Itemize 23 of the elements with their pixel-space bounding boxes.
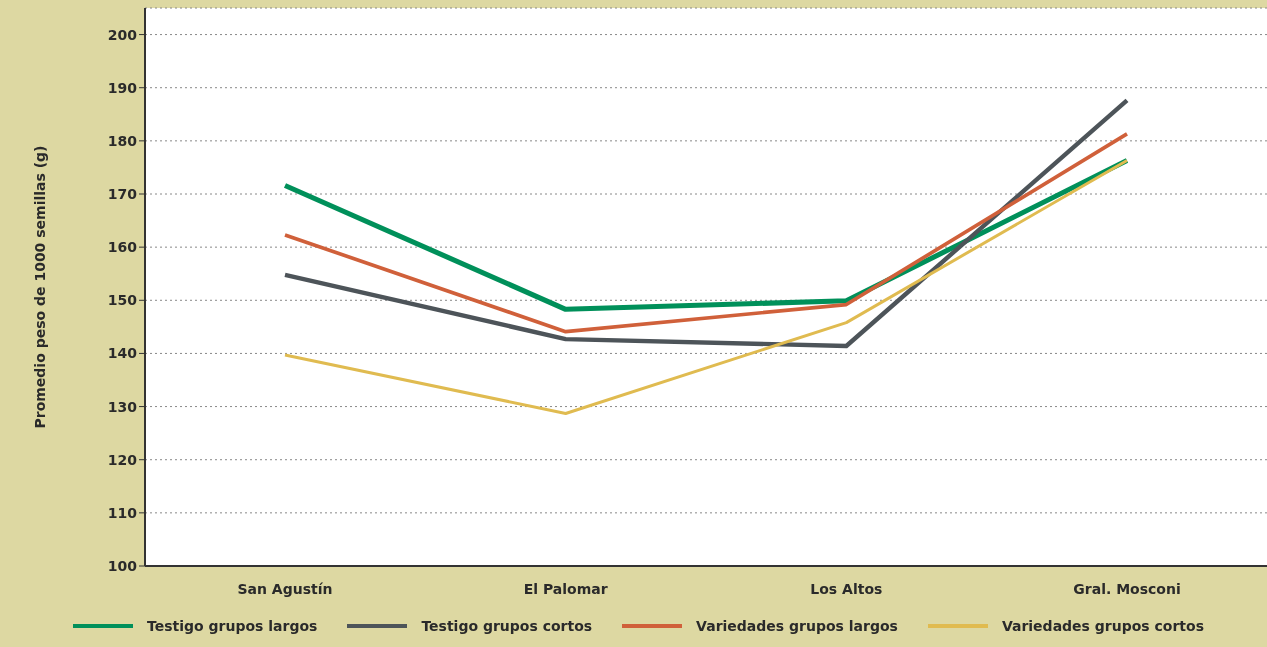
y-tick-label: 120 bbox=[107, 451, 138, 468]
y-tick-label: 200 bbox=[107, 26, 138, 43]
y-tick-label: 180 bbox=[107, 132, 138, 149]
y-tick-label: 140 bbox=[107, 345, 138, 362]
y-tick-label: 190 bbox=[107, 79, 138, 96]
x-tick-label: Los Altos bbox=[810, 580, 883, 597]
legend-label: Variedades grupos cortos bbox=[1001, 618, 1205, 634]
line-series bbox=[283, 132, 1129, 334]
y-tick-label: 110 bbox=[107, 504, 138, 521]
x-tick-label: Gral. Mosconi bbox=[1073, 580, 1181, 597]
line-series bbox=[283, 159, 1129, 415]
line-series bbox=[282, 98, 1130, 349]
legend-label: Testigo grupos cortos bbox=[421, 618, 593, 634]
x-tick-label: El Palomar bbox=[523, 580, 608, 597]
y-tick-label: 100 bbox=[107, 557, 138, 574]
legend-label: Testigo grupos largos bbox=[146, 618, 318, 634]
y-axis-title: Promedio peso de 1000 semillas (g) bbox=[31, 145, 48, 429]
x-tick-label: San Agustín bbox=[237, 580, 333, 597]
y-tick-label: 170 bbox=[107, 185, 138, 202]
y-tick-label: 160 bbox=[107, 239, 138, 256]
y-tick-label: 130 bbox=[107, 398, 138, 415]
y-tick-label: 150 bbox=[107, 292, 138, 309]
legend-label: Variedades grupos largos bbox=[696, 618, 898, 634]
